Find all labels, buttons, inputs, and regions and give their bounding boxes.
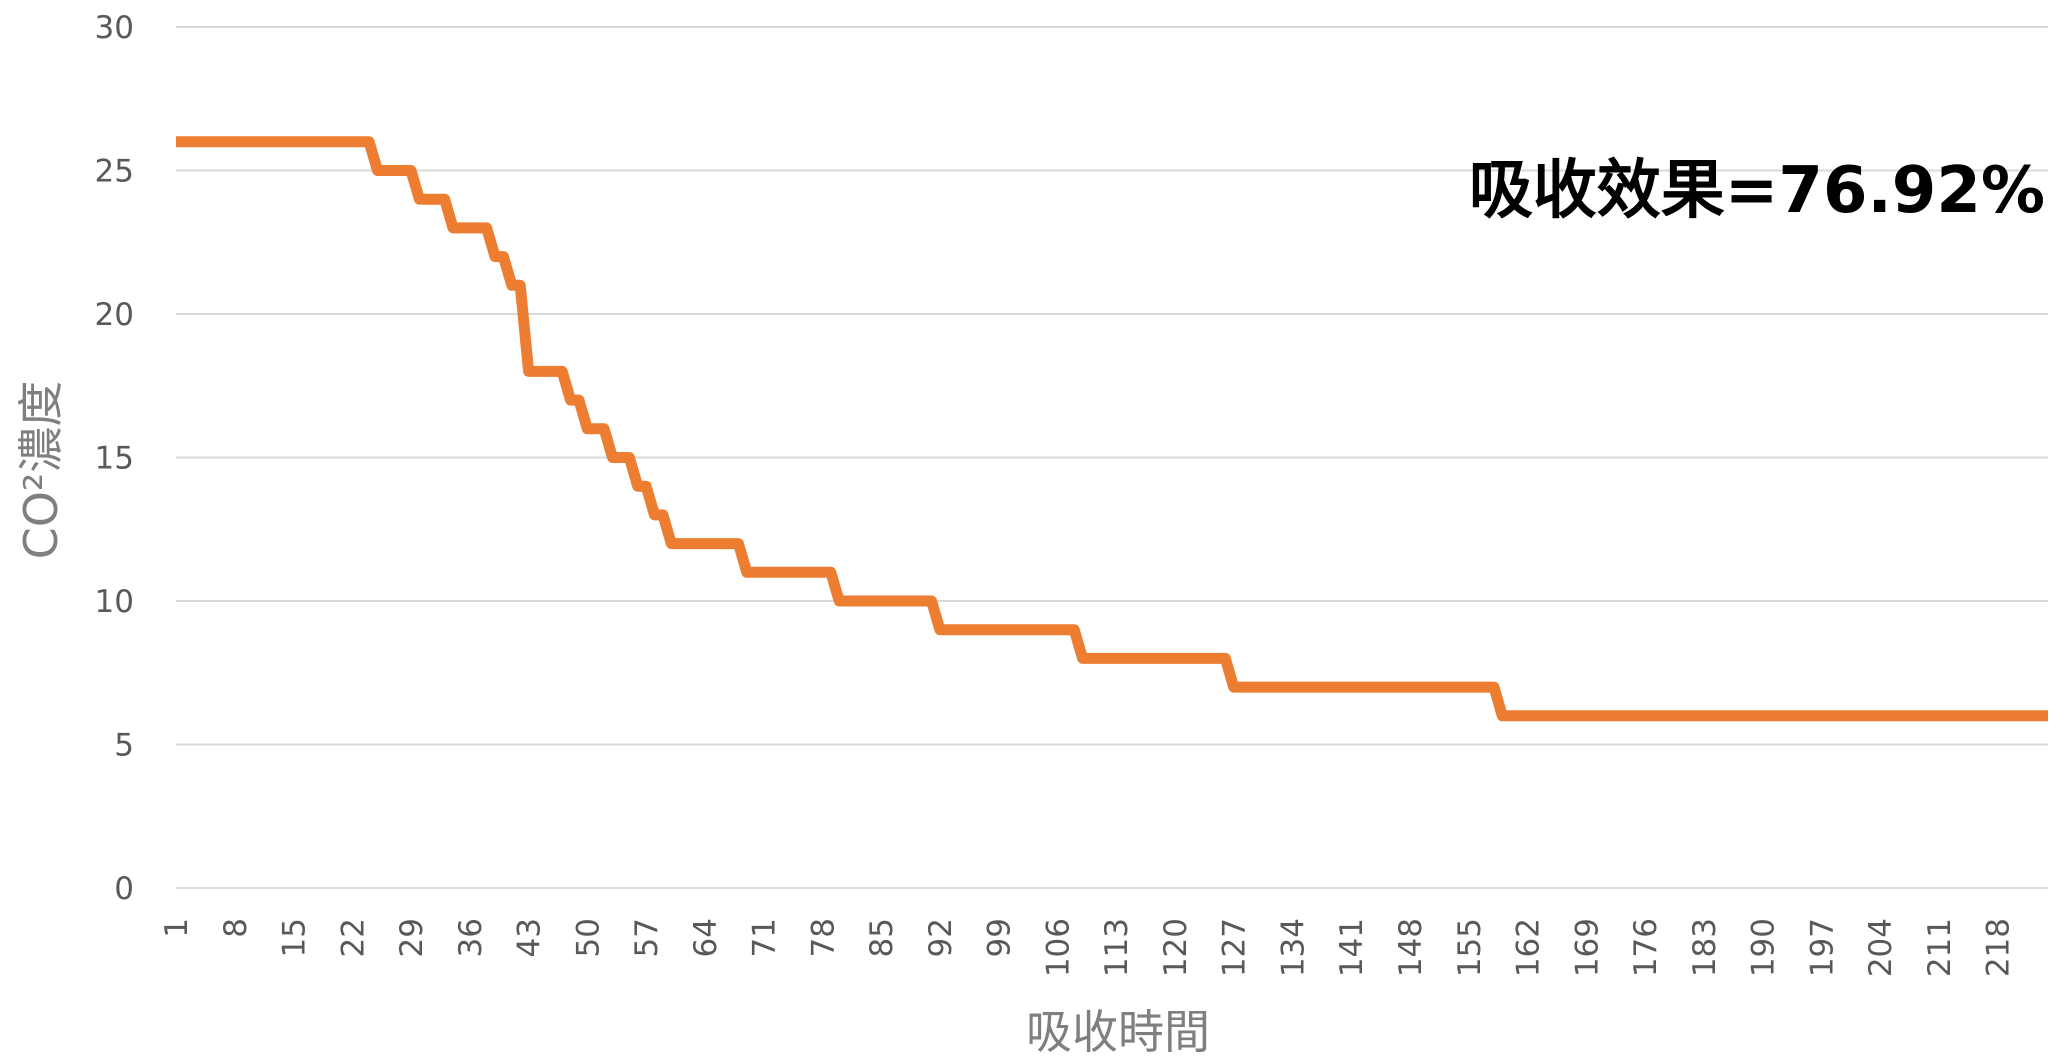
x-tick-label: 134	[1275, 918, 1311, 977]
x-axis-title: 吸收時間	[1026, 1005, 1210, 1059]
x-tick-label: 1	[159, 918, 195, 938]
y-tick-label: 10	[95, 584, 134, 620]
x-tick-label: 211	[1922, 918, 1958, 977]
gridlines	[176, 26, 2048, 889]
x-axis-ticks: 1 8 15 22 29 36 43 50 57 64 71 78 85 92 99 106 113 120 127…	[159, 918, 2017, 977]
y-tick-label: 20	[95, 297, 134, 333]
x-tick-label: 183	[1687, 918, 1723, 977]
x-tick-label: 57	[629, 918, 665, 957]
co2-concentration-line	[176, 136, 2048, 722]
x-tick-label: 120	[1158, 918, 1194, 977]
y-tick-label: 15	[95, 441, 134, 477]
x-tick-label: 148	[1393, 918, 1429, 977]
x-tick-label: 36	[453, 918, 489, 957]
x-tick-label: 169	[1569, 918, 1605, 977]
absorption-effect-annotation: 吸收效果=76.92%	[1469, 154, 2045, 228]
x-tick-label: 99	[982, 918, 1018, 957]
x-tick-label: 155	[1452, 918, 1488, 977]
x-tick-label: 190	[1746, 918, 1782, 977]
x-tick-label: 15	[277, 918, 313, 957]
x-tick-label: 85	[864, 918, 900, 957]
x-tick-label: 141	[1334, 918, 1370, 977]
x-tick-label: 127	[1217, 918, 1253, 977]
x-tick-label: 29	[394, 918, 430, 957]
x-tick-label: 106	[1040, 918, 1076, 977]
x-tick-label: 71	[747, 918, 783, 957]
y-tick-label: 30	[95, 10, 134, 46]
x-tick-label: 50	[570, 918, 606, 957]
x-tick-label: 162	[1511, 918, 1547, 977]
y-tick-label: 5	[114, 728, 134, 764]
y-axis-title: CO²濃度	[14, 381, 68, 560]
x-tick-label: 92	[923, 918, 959, 957]
x-tick-label: 204	[1863, 918, 1899, 977]
x-tick-label: 113	[1099, 918, 1135, 977]
x-tick-label: 218	[1981, 918, 2017, 977]
x-tick-label: 176	[1628, 918, 1664, 977]
x-tick-label: 78	[805, 918, 841, 957]
y-tick-label: 0	[114, 871, 134, 907]
y-tick-label: 25	[95, 154, 134, 190]
x-tick-label: 8	[218, 918, 254, 938]
y-axis-ticks: 0 5 10 15 20 25 30	[95, 10, 134, 907]
x-tick-label: 22	[335, 918, 371, 957]
x-tick-label: 43	[512, 918, 548, 957]
x-tick-label: 64	[688, 918, 724, 957]
x-tick-label: 197	[1804, 918, 1840, 977]
series-layer	[176, 136, 2048, 722]
